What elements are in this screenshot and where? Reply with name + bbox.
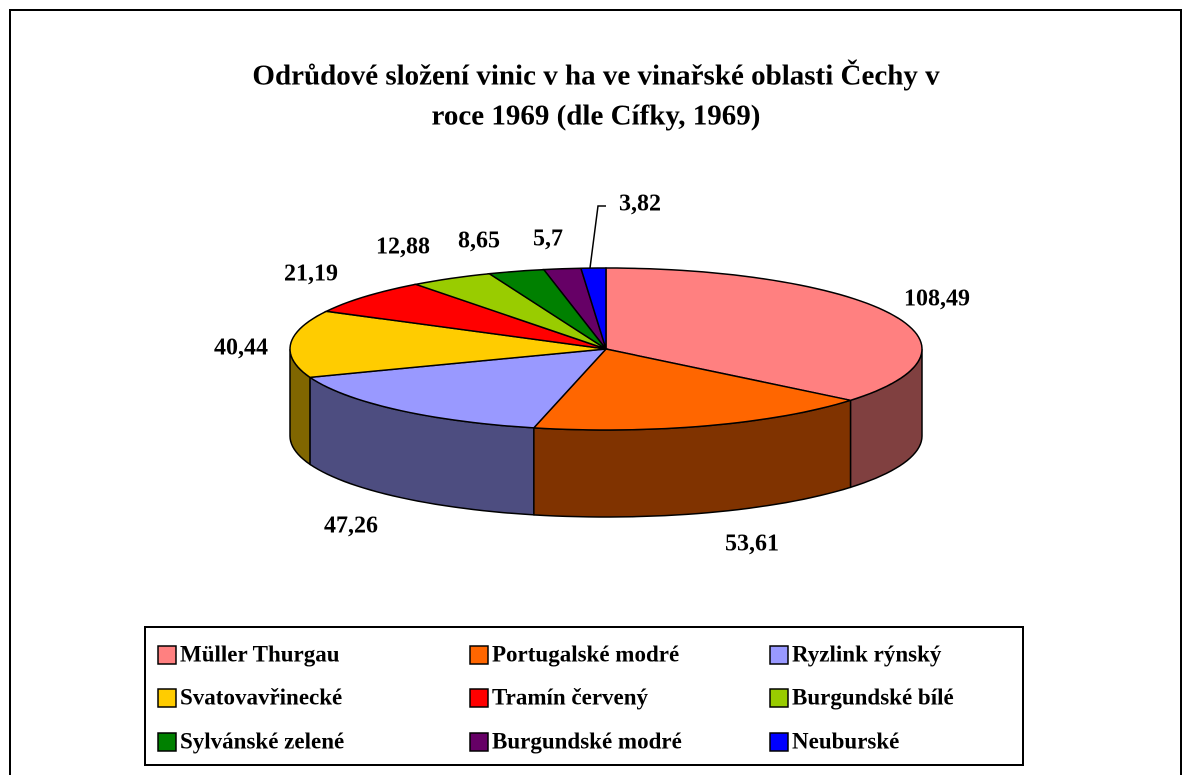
legend-label: Sylvánské zelené (180, 728, 344, 753)
legend-swatch (769, 732, 789, 752)
leader-line (589, 205, 606, 269)
data-label: 21,19 (284, 261, 338, 287)
legend-label: Müller Thurgau (180, 641, 340, 666)
chart-title: Odrůdové složení vinic v ha ve vinařské … (252, 59, 940, 92)
slice (412, 272, 607, 350)
data-label: 108,49 (904, 286, 970, 312)
legend-swatch (769, 645, 789, 665)
slice (323, 283, 607, 350)
legend-swatch (469, 688, 489, 708)
legend-box (144, 626, 1024, 766)
slice (307, 348, 608, 429)
legend-label: Tramín červený (492, 684, 649, 709)
data-label: 12,88 (376, 234, 430, 260)
legend-swatch (469, 645, 489, 665)
data-label: 40,44 (214, 335, 268, 361)
slice (289, 310, 607, 379)
slice (605, 267, 923, 402)
legend-swatch (769, 688, 789, 708)
data-label: 47,26 (324, 513, 378, 539)
legend-label: Svatovavřinecké (180, 684, 342, 709)
legend-label: Burgundské bílé (792, 684, 954, 709)
data-label: 8,65 (458, 228, 500, 254)
slice (532, 348, 851, 431)
slice (579, 267, 607, 350)
legend-swatch (157, 732, 177, 752)
data-label: 3,82 (619, 191, 661, 217)
data-label: 53,61 (725, 531, 779, 557)
legend-swatch (469, 732, 489, 752)
legend-label: Neuburské (792, 728, 899, 753)
legend-swatch (157, 645, 177, 665)
chart-title: roce 1969 (dle Cífky, 1969) (432, 100, 761, 132)
legend-label: Burgundské modré (492, 728, 682, 753)
slice (487, 268, 607, 350)
legend-swatch (157, 688, 177, 708)
legend-label: Portugalské modré (492, 641, 679, 666)
data-label: 5,7 (533, 226, 563, 252)
legend-label: Ryzlink rýnský (792, 641, 942, 666)
